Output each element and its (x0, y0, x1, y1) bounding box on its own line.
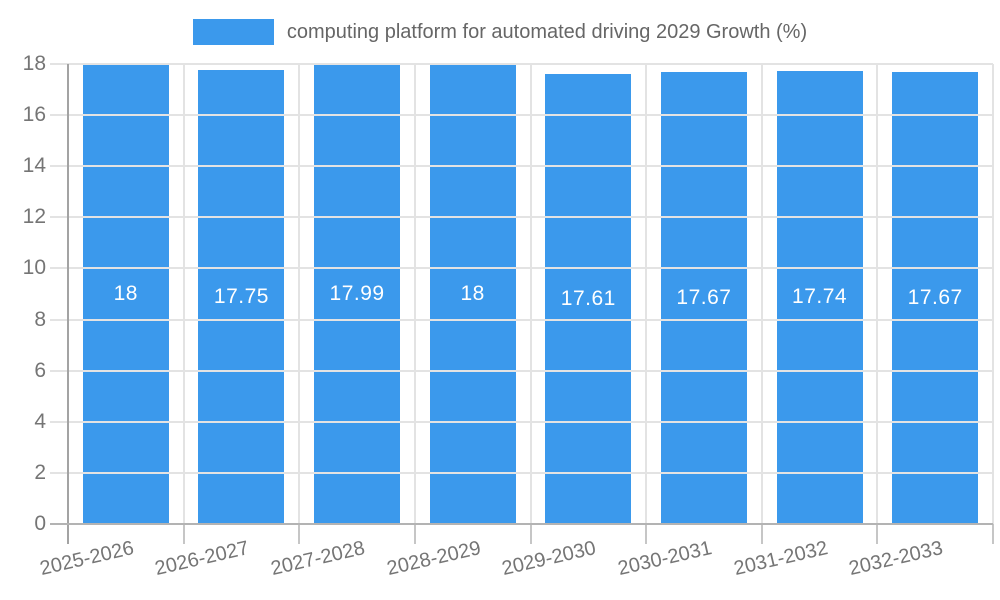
h-gridline (50, 318, 993, 321)
h-gridline (50, 420, 993, 423)
bar[interactable]: 17.99 (314, 64, 401, 524)
x-axis-line (50, 523, 993, 525)
y-axis-tick-label: 10 (22, 256, 46, 280)
x-axis-tick (298, 524, 301, 544)
bar[interactable]: 17.61 (545, 73, 632, 524)
v-gridline (992, 64, 994, 524)
bar-value-label: 17.99 (329, 282, 385, 306)
v-gridline (760, 64, 763, 524)
bar-value-label: 17.61 (560, 286, 616, 310)
h-gridline (50, 63, 993, 65)
h-gridline (50, 114, 993, 117)
bar-value-label: 18 (460, 282, 485, 305)
legend-label: computing platform for automated driving… (286, 20, 808, 43)
v-gridline (876, 64, 879, 524)
bar[interactable]: 17.67 (892, 72, 979, 524)
bar[interactable]: 17.67 (660, 72, 747, 524)
x-axis-tick (992, 524, 994, 544)
y-axis-line (67, 64, 69, 544)
y-axis-tick-label: 2 (34, 460, 46, 484)
legend-swatch-icon (192, 19, 274, 45)
bar[interactable]: 18 (82, 64, 169, 524)
h-gridline (50, 369, 993, 372)
y-axis-tick-label: 4 (34, 409, 46, 433)
v-gridline (529, 64, 532, 524)
bar[interactable]: 17.74 (776, 70, 863, 524)
bar-value-label: 17.74 (792, 285, 848, 309)
x-axis-tick (876, 524, 879, 544)
bar-value-label: 17.67 (676, 286, 732, 310)
h-gridline (50, 165, 993, 168)
legend[interactable]: computing platform for automated driving… (0, 17, 1000, 47)
y-axis-tick-label: 16 (22, 103, 46, 127)
y-axis-tick-label: 6 (34, 358, 46, 382)
x-axis-tick (182, 524, 185, 544)
v-gridline (413, 64, 416, 524)
plot-area: 18 17.75 17.99 18 17.61 17.67 17.74 17.67 (68, 64, 993, 524)
v-gridline (182, 64, 185, 524)
bar-value-label: 17.67 (907, 286, 963, 310)
v-gridline (298, 64, 301, 524)
bar[interactable]: 18 (429, 64, 516, 524)
y-axis-tick-label: 0 (34, 512, 46, 535)
y-axis-tick-label: 18 (22, 52, 46, 75)
h-gridline (50, 267, 993, 270)
bar-value-label: 18 (113, 282, 138, 305)
y-axis-tick-label: 12 (22, 205, 46, 229)
x-axis-tick (529, 524, 532, 544)
h-gridline (50, 216, 993, 219)
h-gridline (50, 471, 993, 474)
y-axis-tick-label: 8 (34, 307, 46, 331)
v-gridline (645, 64, 648, 524)
bar-value-label: 17.75 (213, 285, 269, 309)
bar[interactable]: 17.75 (198, 70, 285, 524)
x-axis-tick (760, 524, 763, 544)
x-axis-tick (413, 524, 416, 544)
x-axis-tick (645, 524, 648, 544)
y-axis-tick-label: 14 (22, 154, 46, 178)
